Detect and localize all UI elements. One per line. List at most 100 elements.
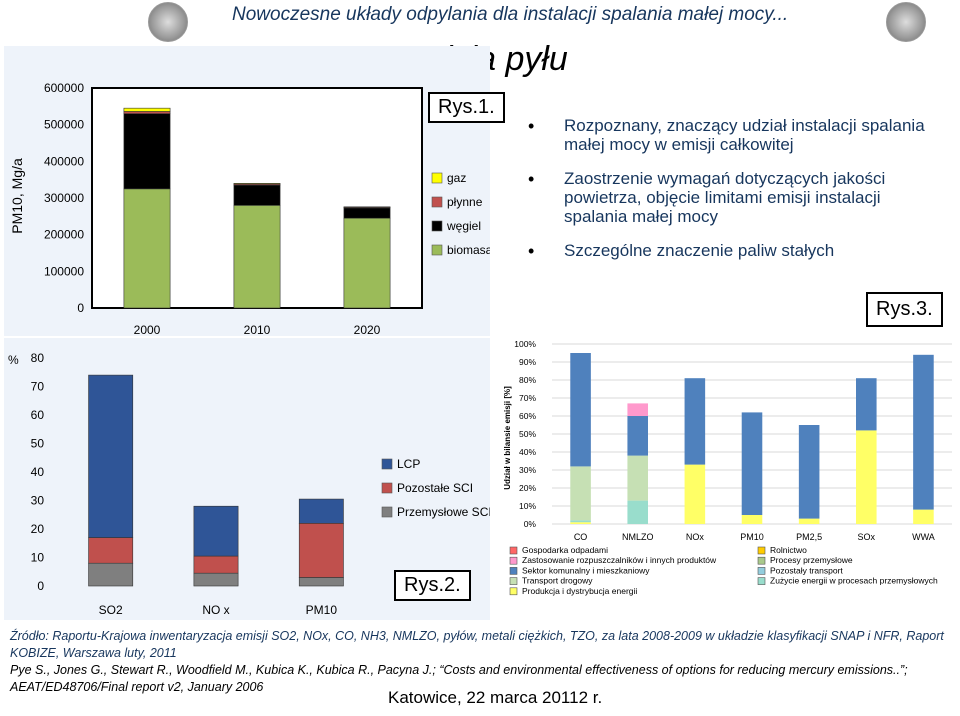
x-tick-label: WWA: [912, 532, 935, 542]
bar-segment: [233, 184, 281, 206]
chart-1-panel: 0 100000 200000 300000 400000 500000 600000 200…: [4, 46, 493, 337]
bar-segment: [123, 188, 171, 309]
y-tick-label: 30%: [519, 465, 536, 475]
x-tick-label: 2000: [134, 323, 161, 336]
bar-segment: [627, 455, 648, 501]
bar-segment: [193, 555, 239, 574]
bar-segment: [123, 111, 171, 114]
legend-label: LCP: [397, 457, 420, 471]
bar-segment: [88, 374, 134, 538]
chart-3-panel: 0% 10% 20% 30% 40% 50% 60% 70% 80% 90% 100% CO NMLZO…: [500, 328, 956, 604]
legend-label: Zużycie energii w procesach przemysłowyc…: [770, 576, 938, 586]
legend-swatch: [509, 587, 518, 596]
legend-label: biomasa: [447, 243, 490, 257]
x-tick-label: PM2,5: [796, 532, 822, 542]
y-axis-label: PM10, Mg/a: [9, 158, 25, 234]
source-citation-2: Pye S., Jones G., Stewart R., Woodfield …: [10, 662, 908, 694]
bar-segment: [123, 107, 171, 112]
legend-swatch: [757, 556, 766, 565]
bar-segment: [570, 353, 591, 467]
y-tick-label: 70: [31, 380, 45, 394]
y-tick-label: 600000: [44, 81, 84, 95]
x-tick-label: 2020: [354, 323, 381, 336]
bar-segment: [88, 562, 134, 587]
y-tick-label: 60%: [519, 411, 536, 421]
legend-label: Transport drogowy: [522, 576, 593, 586]
legend-label: Zastosowanie rozpuszczalników i innych p…: [522, 555, 717, 565]
x-tick-label: NOx: [686, 532, 705, 542]
legend-label: Rolnictwo: [770, 545, 807, 555]
chart-1: 0 100000 200000 300000 400000 500000 600000 200…: [9, 81, 493, 337]
legend-swatch: [509, 546, 518, 555]
x-tick-label: SOx: [858, 532, 876, 542]
x-tick-label: NO x: [202, 603, 229, 617]
x-tick-label: SO2: [99, 603, 123, 617]
bar-segment: [298, 523, 344, 578]
university-logo-icon: [148, 2, 188, 42]
x-tick-label: PM10: [740, 532, 764, 542]
x-tick-label: CO: [574, 532, 588, 542]
legend-label: Sektor komunalny i mieszkaniowy: [522, 565, 650, 575]
legend-swatch: [757, 577, 766, 585]
bar-segment: [913, 354, 934, 510]
legend-label: Pozostałe SCI: [397, 481, 473, 495]
chart-2: 0 10 20 30 40 50 60 70 80 SO2 NO x PM10% LCP Pozostał…: [8, 351, 492, 617]
legend-swatch: [509, 556, 518, 565]
bar-segment: [343, 207, 391, 219]
footer-date: Katowice, 22 marca 20112 r.: [388, 688, 603, 707]
legend-swatch: [381, 458, 393, 470]
legend-label: węgiel: [446, 219, 481, 233]
y-tick-label: 40%: [519, 447, 536, 457]
bar-segment: [570, 520, 591, 523]
bar-segment: [193, 572, 239, 587]
y-tick-label: 10%: [519, 501, 536, 511]
bullet-list: Rozpoznany, znaczący udział instalacji s…: [520, 116, 940, 275]
legend-swatch: [431, 172, 443, 184]
bar-segment: [193, 505, 239, 557]
legend-label: Pozostały transport: [770, 565, 843, 575]
chart-3: 0% 10% 20% 30% 40% 50% 60% 70% 80% 90% 100% CO NMLZO…: [503, 339, 952, 596]
bar-segment: [88, 537, 134, 564]
y-tick-label: 90%: [519, 357, 536, 367]
legend-label: gaz: [447, 171, 466, 185]
y-tick-label: 50: [31, 437, 45, 451]
y-tick-label: 30: [31, 494, 45, 508]
bar-segment: [123, 113, 171, 190]
legend-label: Procesy przemysłowe: [770, 555, 853, 565]
y-tick-label: 10: [31, 551, 45, 565]
y-tick-label: 80%: [519, 375, 536, 385]
legend-label: Produkcja i dystrybucja energii: [522, 586, 637, 596]
bar-segment: [684, 464, 706, 524]
bar-segment: [298, 577, 344, 587]
bar-segment: [343, 217, 391, 309]
y-tick-label: 40: [31, 465, 45, 479]
bar-segment: [233, 205, 281, 309]
bar-segment: [741, 515, 763, 524]
y-tick-label: 100%: [514, 339, 536, 349]
y-tick-label: 20: [31, 522, 45, 536]
header-title: Nowoczesne układy odpylania dla instalac…: [232, 4, 789, 25]
bar-segment: [233, 183, 281, 185]
bullet-item: Zaostrzenie wymagań dotyczących jakości …: [520, 169, 940, 226]
y-tick-label: 80: [31, 351, 45, 365]
legend-label: płynne: [447, 195, 483, 209]
y-tick-label: 100000: [44, 264, 84, 278]
bar-segment: [627, 416, 648, 456]
y-tick-label: 500000: [44, 118, 84, 132]
y-tick-label: 0: [77, 301, 84, 315]
legend-swatch: [509, 577, 518, 585]
bullet-item: Rozpoznany, znaczący udział instalacji s…: [520, 116, 940, 154]
bar-segment: [627, 403, 648, 416]
legend-swatch: [431, 196, 443, 208]
chart-2-caption: Rys.2.: [394, 570, 471, 601]
bar-segment: [570, 522, 591, 524]
legend-swatch: [509, 567, 518, 575]
y-axis-label: Udział w bilansie emisji [%]: [503, 386, 512, 490]
bar-segment: [570, 466, 591, 521]
legend-swatch: [757, 567, 766, 575]
bar-segment: [913, 509, 934, 524]
y-tick-label: 300000: [44, 191, 84, 205]
y-tick-label: 50%: [519, 429, 536, 439]
legend-label: Gospodarka odpadami: [522, 545, 608, 555]
legend-swatch: [757, 546, 766, 555]
